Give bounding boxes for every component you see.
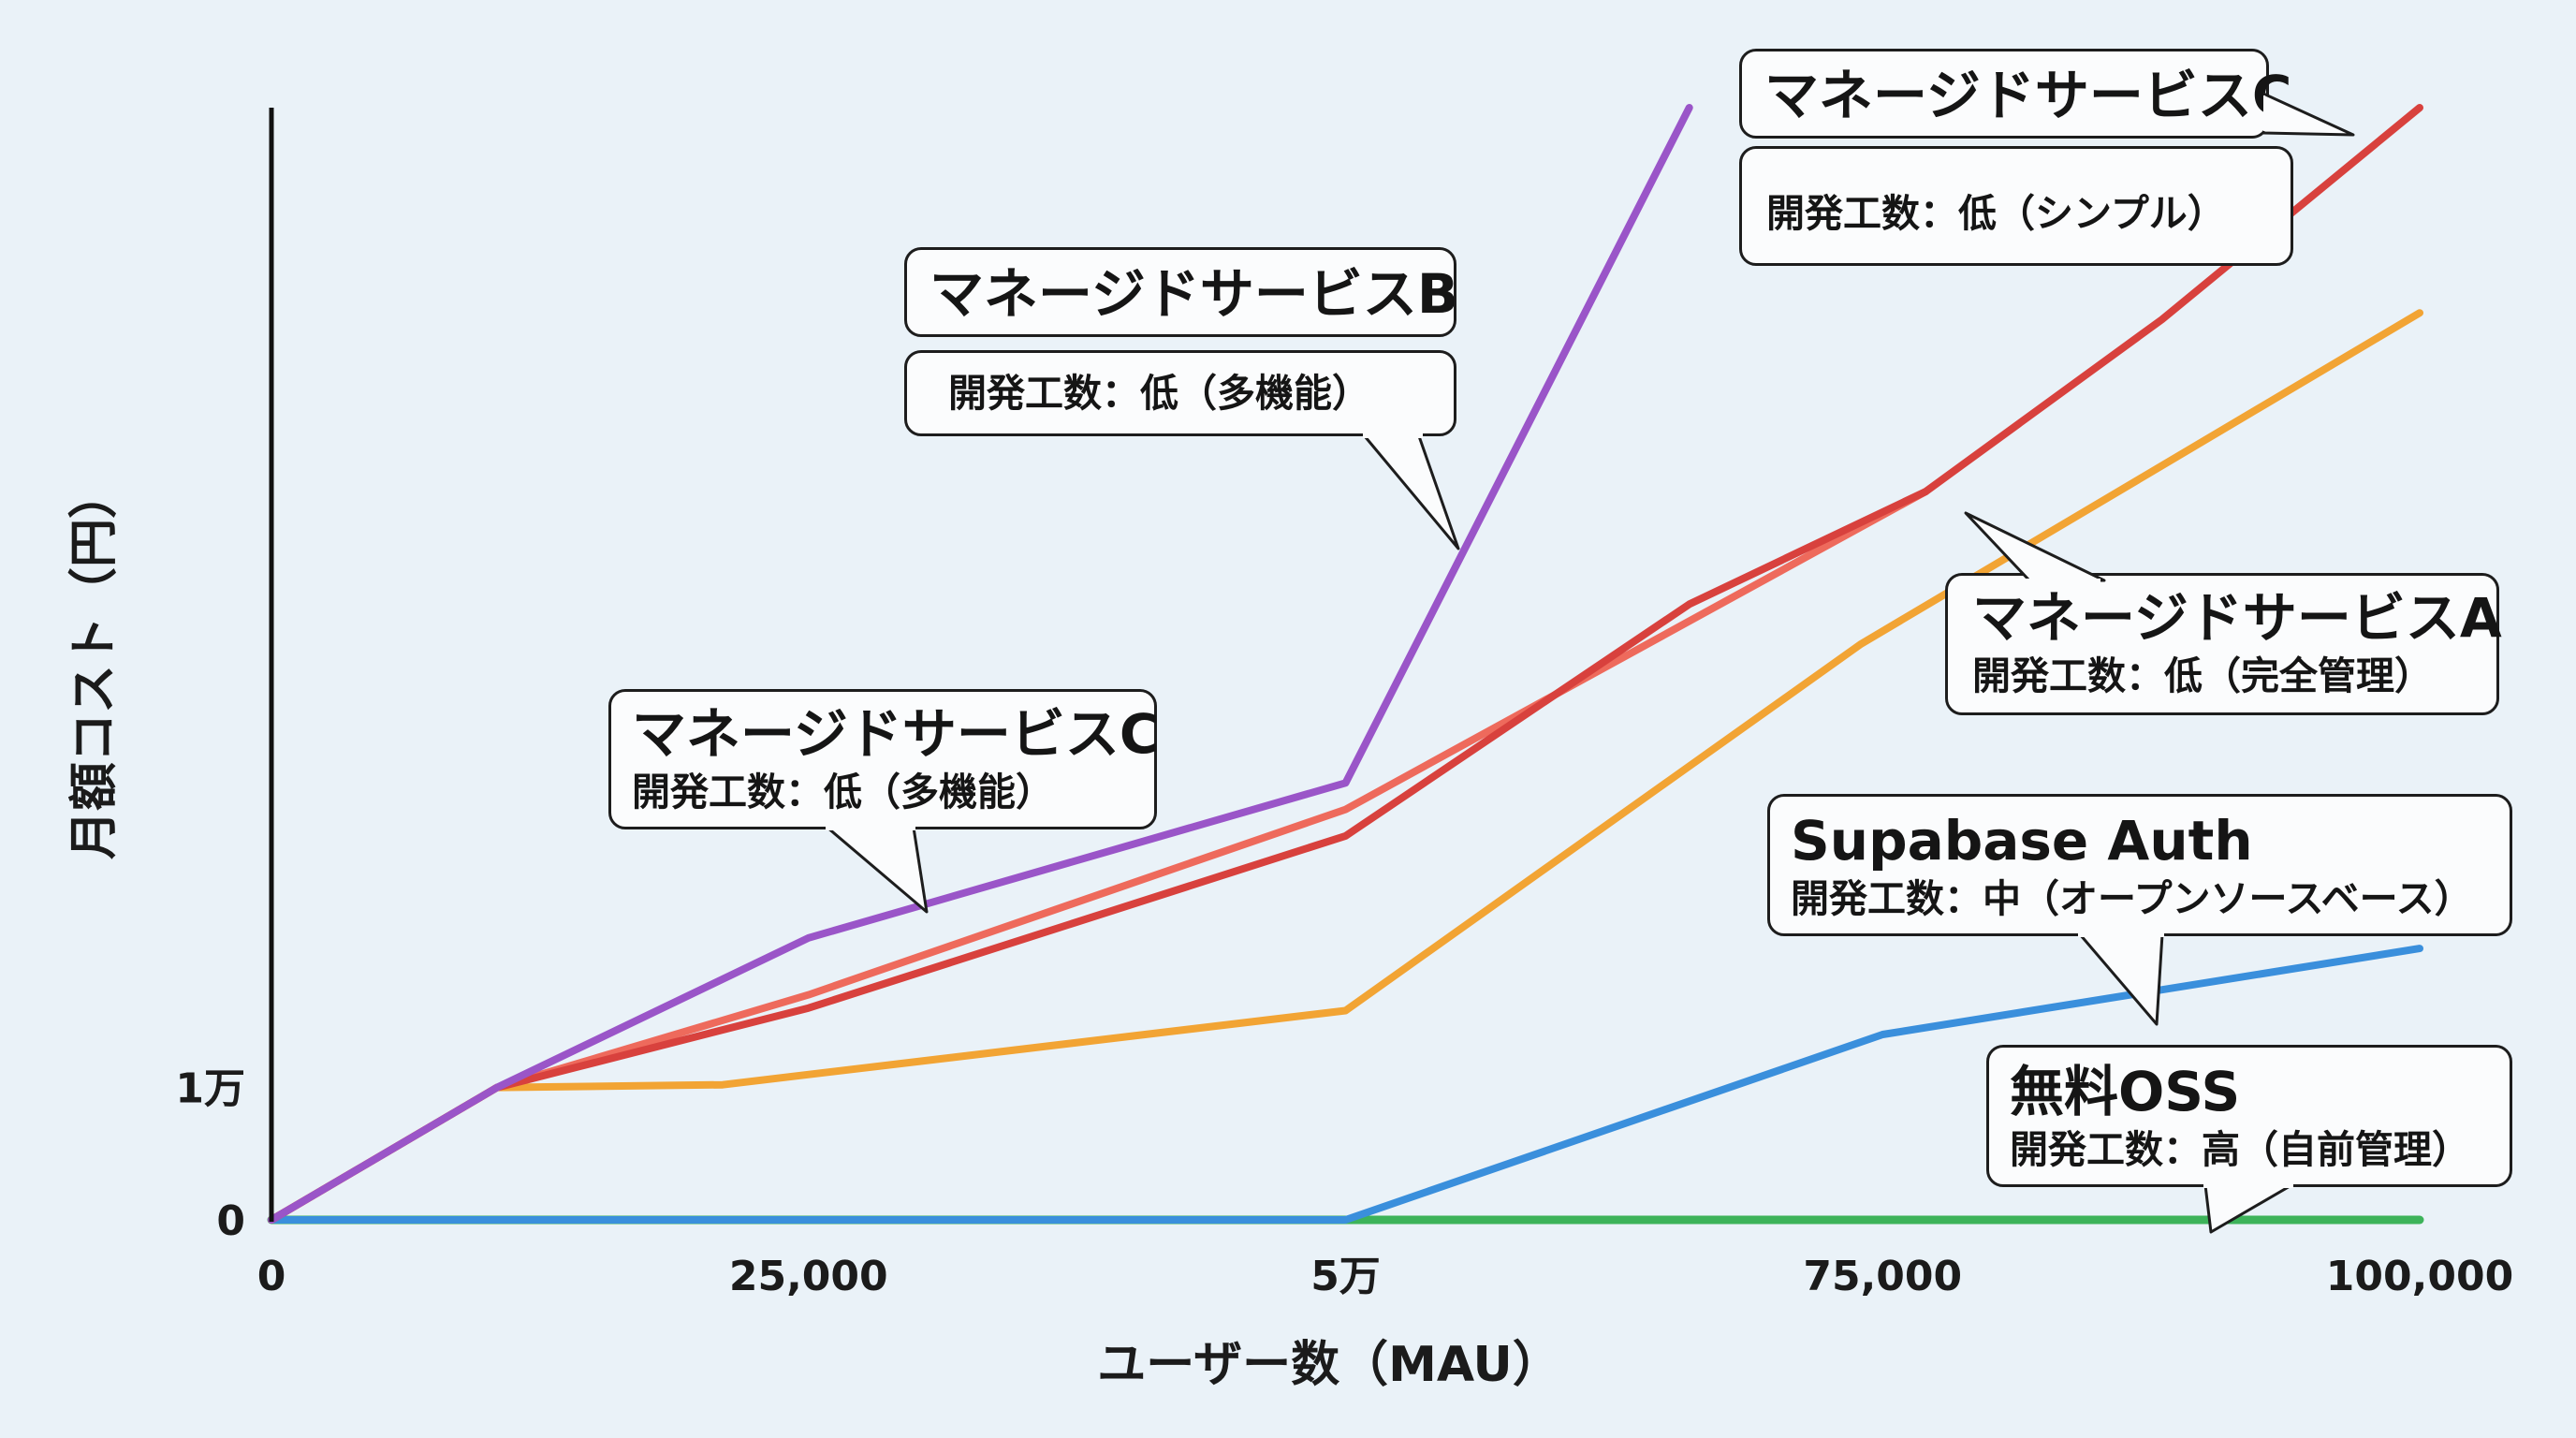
callout-sub: 開発工数：高（自前管理） [2010, 1127, 2470, 1172]
callout-title-box: マネージドサービスB [904, 247, 1459, 337]
x-tick-label: 75,000 [1803, 1253, 1962, 1300]
callout-box: マネージドサービスC 開発工数：低（多機能） [608, 689, 1160, 829]
callout-box: マネージドサービスA 開発工数：低（完全管理） [1945, 573, 2502, 715]
callout-sub: 開発工数：低（多機能） [948, 371, 1370, 416]
series-line-b [268, 104, 1693, 1224]
callout-pointer [2078, 931, 2164, 1026]
callout-title-box: マネージドサービスC [1739, 49, 2291, 139]
callout-name: 無料OSS [2010, 1060, 2241, 1123]
callout-pointer [2203, 1181, 2293, 1234]
callout-pointer [1964, 511, 2106, 586]
callout-box: Supabase Auth 開発工数：中（オープンソースベース） [1767, 794, 2512, 936]
callout-pointer [826, 824, 929, 914]
x-tick-label: 25,000 [729, 1253, 888, 1300]
callout-sub: 開発工数：低（シンプル） [1766, 191, 2226, 236]
callout-name: マネージドサービスC [632, 702, 1160, 766]
callout-pointer [2263, 92, 2355, 137]
series-line-c_dark [268, 104, 2423, 1224]
x-tick-label: 0 [257, 1253, 286, 1300]
callout-pointer [1363, 431, 1460, 550]
y-tick-label: 0 [216, 1197, 245, 1245]
callout-box: 無料OSS 開発工数：高（自前管理） [1986, 1045, 2512, 1187]
callout-sub-box: 開発工数：低（シンプル） [1739, 146, 2293, 266]
y-tick-label: 1万 [175, 1065, 245, 1113]
callout-name: マネージドサービスA [1972, 586, 2502, 650]
callout-sub-box: 開発工数：低（多機能） [904, 350, 1456, 436]
callout-name: マネージドサービスC [1764, 64, 2292, 127]
x-tick-label: 100,000 [2326, 1253, 2513, 1300]
y-axis-title: 月額コスト（円） [66, 470, 123, 859]
callout-sub: 開発工数：低（完全管理） [1972, 653, 2433, 698]
callout-sub: 開発工数：中（オープンソースベース） [1791, 876, 2473, 921]
callout-name: マネージドサービスB [929, 262, 1459, 326]
callout-sub: 開発工数：低（多機能） [632, 770, 1054, 814]
callout-name: Supabase Auth [1791, 809, 2253, 873]
x-tick-label: 5万 [1310, 1253, 1381, 1300]
x-axis-title: ユーザー数（MAU） [1097, 1337, 1561, 1393]
